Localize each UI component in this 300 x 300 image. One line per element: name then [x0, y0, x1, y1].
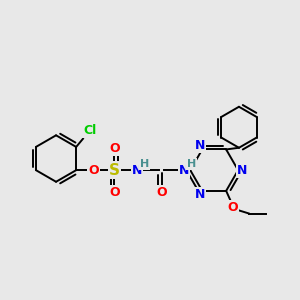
- Text: N: N: [179, 164, 189, 177]
- Text: H: H: [187, 159, 196, 169]
- Text: N: N: [195, 188, 205, 201]
- Text: O: O: [156, 185, 167, 199]
- Text: O: O: [227, 201, 238, 214]
- Text: Cl: Cl: [83, 124, 97, 137]
- Text: O: O: [109, 185, 120, 199]
- Text: H: H: [140, 159, 149, 169]
- Text: N: N: [237, 164, 248, 177]
- Text: N: N: [195, 139, 205, 152]
- Text: O: O: [88, 164, 99, 177]
- Text: S: S: [109, 163, 120, 178]
- Text: N: N: [132, 164, 142, 177]
- Text: O: O: [109, 142, 120, 155]
